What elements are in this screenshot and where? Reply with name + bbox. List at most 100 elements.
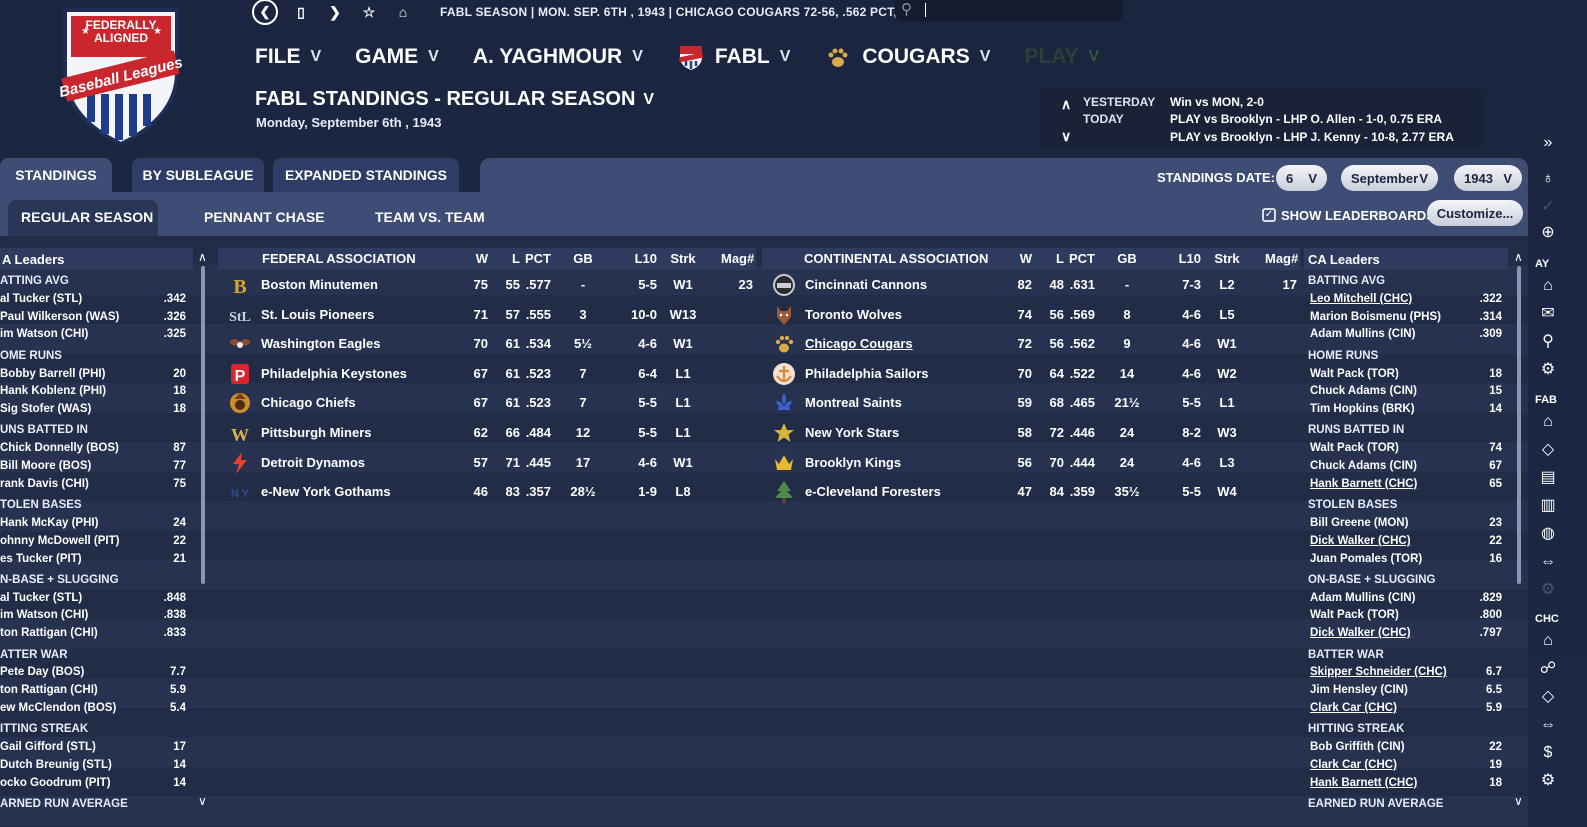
team-name[interactable]: Montreal Saints — [805, 395, 902, 411]
leader-name[interactable]: Skipper Schneider (CHC) — [1310, 666, 1447, 679]
team-name[interactable]: Brooklyn Kings — [805, 454, 902, 470]
table-row[interactable]: Chicago Chiefs 67 61 .523 7 5-5 L1 — [218, 388, 756, 418]
leader-name[interactable]: Sig Stofer (WAS) — [0, 403, 92, 416]
column-header-mag-num[interactable]: Mag# — [721, 251, 755, 266]
column-header-l[interactable]: L — [1056, 251, 1064, 266]
leader-name[interactable]: Chuck Adams (CIN) — [1310, 460, 1417, 472]
team-name[interactable]: Pittsburgh Miners — [261, 425, 372, 440]
table-row[interactable]: Brooklyn Kings 56 70 .444 24 4-6 L3 — [762, 448, 1300, 478]
leader-name[interactable]: Walt Pack (TOR) — [1310, 609, 1399, 622]
roster-icon[interactable]: ☍ — [1539, 660, 1557, 677]
leader-name[interactable]: Paul Wilkerson (WAS) — [0, 310, 120, 323]
gear-icon[interactable]: ⚙ — [1540, 361, 1556, 378]
trade-icon[interactable]: ⇔ — [1540, 716, 1556, 733]
home-icon[interactable]: ⌂ — [1543, 632, 1553, 649]
table-row[interactable]: StL St. Louis Pioneers 71 57 .555 3 10-0 W13 — [218, 300, 756, 330]
search-icon[interactable]: ⚲ — [1542, 333, 1554, 350]
column-header-w[interactable]: W — [1019, 251, 1032, 266]
team-name[interactable]: St. Louis Pioneers — [261, 306, 375, 322]
team-name[interactable]: e-New York Gothams — [261, 484, 391, 500]
subtab-pennant-chase[interactable]: PENNANT CHASE — [204, 209, 325, 225]
star-icon[interactable]: ☆ — [362, 3, 376, 20]
leader-name[interactable]: es Tucker (PIT) — [0, 552, 82, 565]
lightbulb-icon[interactable]: ♁ — [1542, 170, 1554, 187]
leader-name[interactable]: Clark Car (CHC) — [1310, 701, 1397, 714]
column-header-gb[interactable]: GB — [573, 251, 593, 266]
leader-name[interactable]: al Tucker (STL) — [0, 591, 83, 604]
team-name[interactable]: Cincinnati Cannons — [805, 277, 928, 292]
leader-name[interactable]: Clark Car (CHC) — [1310, 758, 1397, 771]
leader-name[interactable]: Hank Barnett (CHC) — [1310, 477, 1418, 490]
forward-icon[interactable]: ❯ — [329, 3, 341, 20]
leader-name[interactable]: Hank Barnett (CHC) — [1310, 776, 1418, 789]
team-name[interactable]: Washington Eagles — [261, 336, 381, 352]
leader-name[interactable]: Dick Walker (CHC) — [1310, 627, 1411, 640]
leader-name[interactable]: Dick Walker (CHC) — [1310, 534, 1411, 547]
subtab-regular-season[interactable]: REGULAR SEASON — [21, 209, 154, 225]
year-select[interactable]: 1943 V — [1454, 165, 1522, 191]
ca-leaders-scrollbar[interactable] — [1517, 266, 1521, 584]
leader-name[interactable]: Leo Mitchell (CHC) — [1310, 292, 1413, 305]
menu-manager[interactable]: A. YAGHMOUR V — [472, 45, 643, 68]
ticker-yesterday-value[interactable]: Win vs MON, 2-0 — [1170, 95, 1264, 109]
dollar-icon[interactable]: $ — [1543, 744, 1553, 761]
diamond-icon[interactable]: ◇ — [1541, 688, 1555, 705]
leader-name[interactable]: Pete Day (BOS) — [0, 666, 85, 679]
team-name[interactable]: New York Stars — [805, 425, 900, 440]
table-row[interactable]: Cincinnati Cannons 82 48 .631 - 7-3 L2 17 — [762, 270, 1300, 300]
window-icon[interactable]: ▯ — [297, 3, 305, 20]
search-input[interactable]: ⚲ — [895, 0, 1123, 22]
column-header-mag-num[interactable]: Mag# — [1265, 251, 1299, 266]
team-name[interactable]: Toronto Wolves — [805, 306, 903, 322]
tab-expanded-standings[interactable]: EXPANDED STANDINGS — [273, 158, 459, 192]
leader-name[interactable]: Chuck Adams (CIN) — [1310, 385, 1417, 398]
scroll-up-icon[interactable]: ∧ — [198, 250, 207, 264]
baseball-icon[interactable]: ◍ — [1541, 525, 1555, 542]
tab-by-subleague[interactable]: BY SUBLEAGUE — [132, 158, 264, 192]
team-name[interactable]: Chicago Chiefs — [261, 395, 356, 411]
table-row[interactable]: N Y e-New York Gothams 46 83 .357 28½ 1-9 L8 — [218, 477, 756, 507]
column-header-strk[interactable]: Strk — [1214, 251, 1240, 266]
leader-name[interactable]: im Watson (CHI) — [0, 609, 89, 622]
table-row[interactable]: Washington Eagles 70 61 .534 5½ 4-6 W1 — [218, 329, 756, 359]
table-row[interactable]: P Philadelphia Keystones 67 61 .523 7 6-4 L1 — [218, 359, 756, 389]
menu-team[interactable]: COUGARS V — [824, 43, 990, 71]
fa-leaders-scrollbar[interactable] — [201, 266, 205, 584]
table-row[interactable]: B Boston Minutemen 75 55 .577 - 5-5 W1 23 — [218, 270, 756, 300]
scroll-down-icon[interactable]: ∨ — [198, 794, 207, 808]
table-row[interactable]: Philadelphia Sailors 70 64 .522 14 4-6 W2 — [762, 359, 1300, 389]
chart-icon[interactable]: ▥ — [1540, 497, 1556, 514]
table-row[interactable]: Chicago Cougars 72 56 .562 9 4-6 W1 — [762, 329, 1300, 359]
table-row[interactable]: W Pittsburgh Miners 62 66 .484 12 5-5 L1 — [218, 418, 756, 448]
leader-name[interactable]: ocko Goodrum (PIT) — [0, 776, 111, 789]
chevron-down-icon[interactable]: ∨ — [1061, 128, 1072, 144]
leader-name[interactable]: ew McClendon (BOS) — [0, 701, 117, 714]
team-name[interactable]: Chicago Cougars — [805, 336, 913, 352]
column-header-l10[interactable]: L10 — [1178, 251, 1201, 266]
ticker-today-value[interactable]: PLAY vs Brooklyn - LHP O. Allen - 1-0, 0… — [1170, 112, 1443, 126]
leader-name[interactable]: Juan Pomales (TOR) — [1310, 552, 1423, 565]
customize-button[interactable]: Customize... — [1427, 200, 1523, 226]
column-header-pct[interactable]: PCT — [525, 251, 551, 266]
table-row[interactable]: e-Cleveland Foresters 47 84 .359 35½ 5-5 W4 — [762, 477, 1300, 507]
chevron-up-icon[interactable]: ∧ — [1061, 96, 1072, 112]
column-header-l[interactable]: L — [512, 251, 520, 266]
table-row[interactable]: Detroit Dynamos 57 71 .445 17 4-6 W1 — [218, 448, 756, 478]
column-header-w[interactable]: W — [475, 251, 488, 266]
team-name[interactable]: Boston Minutemen — [261, 277, 378, 292]
team-name[interactable]: Philadelphia Keystones — [261, 365, 407, 381]
home-icon[interactable]: ⌂ — [398, 4, 408, 20]
home-icon[interactable]: ⌂ — [1543, 277, 1553, 294]
leader-name[interactable]: Tim Hopkins (BRK) — [1310, 403, 1415, 416]
leader-name[interactable]: Marion Boismenu (PHS) — [1310, 310, 1441, 323]
diamond-icon[interactable]: ◇ — [1541, 441, 1555, 458]
menu-game[interactable]: GAME V — [355, 45, 439, 68]
news-icon[interactable]: ▤ — [1540, 469, 1556, 486]
leader-name[interactable]: Hank McKay (PHI) — [0, 516, 99, 529]
column-header-strk[interactable]: Strk — [670, 251, 696, 266]
leader-name[interactable]: ton Rattigan (CHI) — [0, 684, 98, 697]
leader-name[interactable]: Adam Mullins (CIN) — [1310, 591, 1416, 604]
menu-file[interactable]: FILE V — [255, 45, 322, 68]
table-row[interactable]: New York Stars 58 72 .446 24 8-2 W3 — [762, 418, 1300, 448]
table-row[interactable]: Toronto Wolves 74 56 .569 8 4-6 L5 — [762, 300, 1300, 330]
